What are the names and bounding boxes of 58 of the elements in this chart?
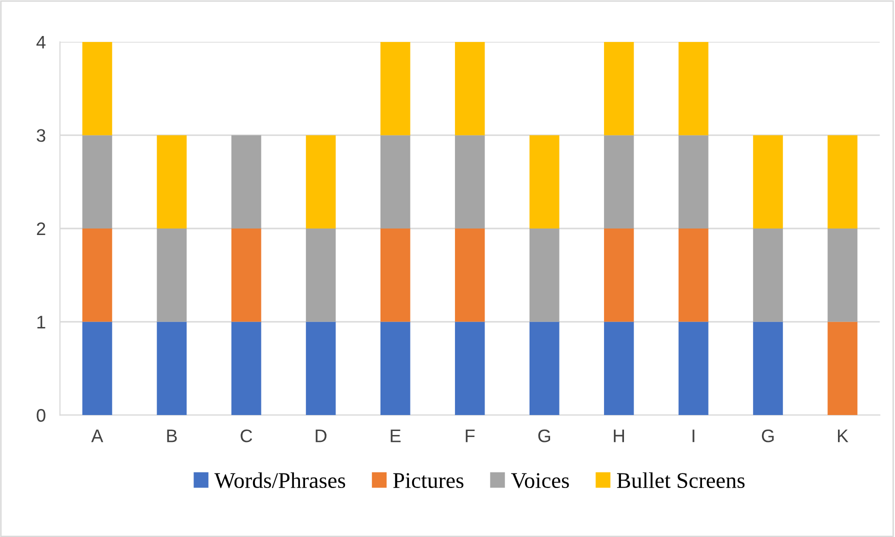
bar xyxy=(828,135,858,228)
bar xyxy=(156,135,187,228)
bar xyxy=(380,42,410,136)
bar xyxy=(828,228,858,322)
x-tick-label: H xyxy=(614,430,624,442)
bar xyxy=(380,228,410,322)
bar xyxy=(82,228,112,322)
bar xyxy=(604,135,634,228)
x-tick-label: B xyxy=(167,430,177,442)
bar xyxy=(306,135,336,228)
y-tick-label: 1 xyxy=(37,316,46,328)
bar xyxy=(231,135,262,228)
bar xyxy=(82,322,112,416)
y-tick-label: 3 xyxy=(36,129,46,142)
x-tick-label: I xyxy=(692,430,694,442)
legend-label: Voices xyxy=(511,473,569,488)
bar xyxy=(380,135,410,228)
bar xyxy=(454,228,485,322)
x-tick-label: E xyxy=(390,430,401,442)
bar xyxy=(678,322,708,416)
x-tick-label: D xyxy=(316,430,326,442)
bar xyxy=(530,135,560,228)
bar xyxy=(82,42,112,136)
legend-label: Pictures xyxy=(393,473,464,488)
bar xyxy=(678,135,708,228)
bar xyxy=(156,322,187,416)
y-tick-label: 4 xyxy=(36,36,46,48)
bar xyxy=(306,228,336,322)
bar xyxy=(454,135,485,228)
y-tick-label: 0 xyxy=(36,409,46,422)
bar xyxy=(231,322,262,416)
x-tick-label: K xyxy=(838,430,848,442)
bar xyxy=(604,42,634,136)
bar xyxy=(306,322,336,416)
bar xyxy=(604,322,634,416)
legend-label: Words/Phrases xyxy=(214,472,346,488)
bar xyxy=(753,228,783,322)
bar xyxy=(678,228,708,322)
bar xyxy=(678,42,708,136)
bar xyxy=(454,322,485,416)
bar xyxy=(828,322,858,416)
bar xyxy=(753,322,783,416)
y-tick-label: 2 xyxy=(36,222,46,236)
x-tick-label: G xyxy=(762,429,774,442)
bar xyxy=(753,135,783,228)
bar xyxy=(380,322,410,416)
x-tick-label: G xyxy=(538,429,550,442)
bar xyxy=(604,228,634,322)
x-tick-label: C xyxy=(240,429,252,442)
bar xyxy=(82,135,112,228)
bar xyxy=(454,42,485,136)
x-tick-label: A xyxy=(91,430,104,442)
bar xyxy=(231,228,262,322)
bar xyxy=(530,228,560,322)
x-tick-label: F xyxy=(466,430,475,442)
legend-label: Bullet Screens xyxy=(617,472,745,488)
bar xyxy=(156,228,187,322)
bar xyxy=(530,322,560,416)
